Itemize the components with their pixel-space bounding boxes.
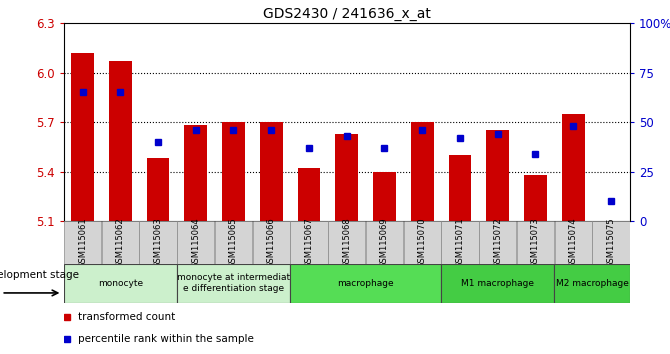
Title: GDS2430 / 241636_x_at: GDS2430 / 241636_x_at xyxy=(263,7,431,21)
Bar xyxy=(441,264,554,303)
Bar xyxy=(147,159,170,221)
Bar xyxy=(336,134,358,221)
Bar xyxy=(71,53,94,221)
Bar xyxy=(260,122,283,221)
Bar xyxy=(253,221,290,264)
Bar xyxy=(524,175,547,221)
Bar xyxy=(184,125,207,221)
Bar xyxy=(486,130,509,221)
Text: monocyte at intermediat
e differentiation stage: monocyte at intermediat e differentiatio… xyxy=(177,274,290,293)
Text: GSM115063: GSM115063 xyxy=(153,217,163,268)
Bar xyxy=(554,264,630,303)
Bar xyxy=(449,155,471,221)
Text: GSM115067: GSM115067 xyxy=(304,217,314,268)
Bar xyxy=(479,221,517,264)
Bar xyxy=(290,221,328,264)
Text: M1 macrophage: M1 macrophage xyxy=(461,279,534,288)
Text: GSM115069: GSM115069 xyxy=(380,217,389,268)
Text: GSM115071: GSM115071 xyxy=(456,217,464,268)
Bar xyxy=(555,221,592,264)
Bar xyxy=(562,114,584,221)
Bar xyxy=(411,122,433,221)
Text: GSM115074: GSM115074 xyxy=(569,217,578,268)
Bar xyxy=(64,264,177,303)
Text: GSM115070: GSM115070 xyxy=(417,217,427,268)
Bar xyxy=(373,172,396,221)
Text: monocyte: monocyte xyxy=(98,279,143,288)
Text: percentile rank within the sample: percentile rank within the sample xyxy=(78,334,253,344)
Bar xyxy=(177,264,290,303)
Text: GSM115075: GSM115075 xyxy=(606,217,616,268)
Bar xyxy=(297,169,320,221)
Bar xyxy=(102,221,139,264)
Text: GSM115068: GSM115068 xyxy=(342,217,351,268)
Text: GSM115062: GSM115062 xyxy=(116,217,125,268)
Bar xyxy=(366,221,403,264)
Text: GSM115065: GSM115065 xyxy=(229,217,238,268)
Bar xyxy=(592,221,630,264)
Bar xyxy=(328,221,365,264)
Text: macrophage: macrophage xyxy=(337,279,394,288)
Text: GSM115061: GSM115061 xyxy=(78,217,87,268)
Bar xyxy=(222,122,245,221)
Text: GSM115064: GSM115064 xyxy=(191,217,200,268)
Bar xyxy=(139,221,177,264)
Bar xyxy=(177,221,214,264)
Bar xyxy=(109,61,131,221)
Bar xyxy=(290,264,441,303)
Bar xyxy=(64,221,101,264)
Text: M2 macrophage: M2 macrophage xyxy=(555,279,628,288)
Text: GSM115066: GSM115066 xyxy=(267,217,276,268)
Bar xyxy=(215,221,252,264)
Bar xyxy=(517,221,554,264)
Text: GSM115073: GSM115073 xyxy=(531,217,540,268)
Text: development stage: development stage xyxy=(0,270,79,280)
Text: transformed count: transformed count xyxy=(78,312,175,322)
Bar xyxy=(442,221,478,264)
Text: GSM115072: GSM115072 xyxy=(493,217,502,268)
Bar xyxy=(403,221,441,264)
